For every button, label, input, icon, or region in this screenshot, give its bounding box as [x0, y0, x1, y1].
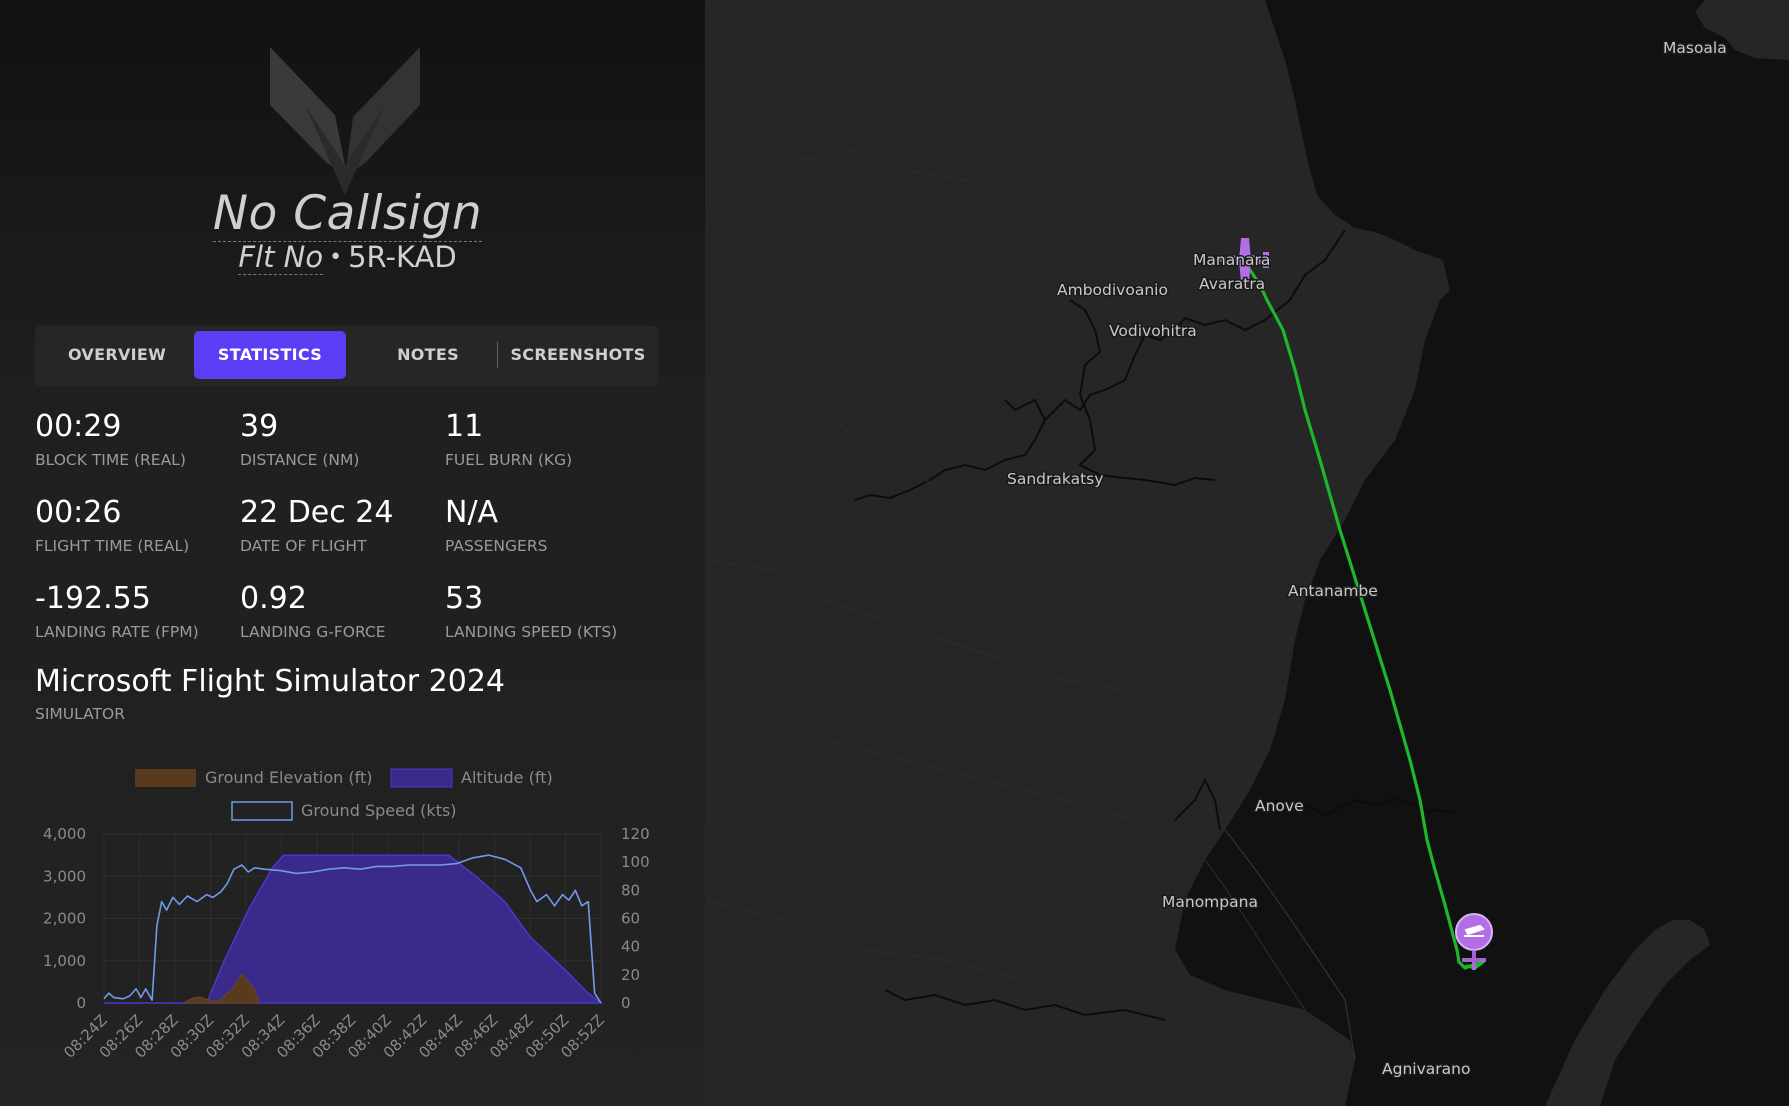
- flight-subtitle: Flt No • 5R-KAD: [0, 240, 695, 275]
- map-labels: Masoala Mananara Avaratra Ambodivoanio V…: [1006, 38, 1729, 1080]
- altitude-area: [104, 854, 604, 1004]
- stat-landing-gforce: 0.92 LANDING G-FORCE: [240, 581, 440, 642]
- faint-rivers: [705, 119, 1136, 981]
- legend-swatch-ground-speed[interactable]: [231, 801, 293, 821]
- stat-value: 00:26: [35, 495, 122, 530]
- stat-label: DISTANCE (NM): [240, 451, 360, 469]
- tab-divider: [497, 342, 498, 368]
- stat-label: LANDING G-FORCE: [240, 623, 386, 641]
- flight-number[interactable]: Flt No: [238, 240, 324, 275]
- simulator-info: Microsoft Flight Simulator 2024 SIMULATO…: [35, 664, 505, 723]
- tab-notes[interactable]: NOTES: [397, 345, 459, 364]
- tab-screenshots[interactable]: SCREENSHOTS: [510, 345, 646, 364]
- map-canvas[interactable]: Masoala Mananara Avaratra Ambodivoanio V…: [705, 0, 1789, 1106]
- label-anove: Anove: [1255, 797, 1304, 815]
- stat-flight-time: 00:26 FLIGHT TIME (REAL): [35, 495, 235, 556]
- stat-value: 22 Dec 24: [240, 495, 394, 530]
- tab-bar: OVERVIEW STATISTICS NOTES SCREENSHOTS: [35, 326, 658, 386]
- stat-value: 0.92: [240, 581, 307, 616]
- label-avaratra: Avaratra: [1199, 275, 1265, 293]
- stat-landing-speed: 53 LANDING SPEED (KTS): [445, 581, 645, 642]
- chart-legend: Ground Elevation (ft) Altitude (ft) Grou…: [135, 768, 553, 821]
- legend-label-ground-speed[interactable]: Ground Speed (kts): [301, 801, 457, 820]
- stat-label: LANDING SPEED (KTS): [445, 623, 618, 641]
- y-tick-label-right: 80: [621, 881, 640, 899]
- y-tick-label-right: 60: [621, 910, 640, 928]
- y-tick-label-right: 100: [621, 853, 650, 871]
- registration: 5R-KAD: [348, 240, 457, 274]
- label-ambodivoanio: Ambodivoanio: [1057, 281, 1168, 299]
- stat-block-time: 00:29 BLOCK TIME (REAL): [35, 409, 235, 470]
- stat-value: 53: [445, 581, 484, 616]
- legend-label-altitude[interactable]: Altitude (ft): [461, 768, 553, 787]
- tab-statistics[interactable]: STATISTICS: [194, 331, 346, 379]
- callsign[interactable]: No Callsign: [212, 186, 483, 242]
- rivers: [854, 229, 1456, 1021]
- stat-label: BLOCK TIME (REAL): [35, 451, 186, 469]
- label-masoala: Masoala: [1663, 39, 1727, 57]
- stat-distance: 39 DISTANCE (NM): [240, 409, 440, 470]
- stat-value: 39: [240, 409, 279, 444]
- stat-label: FLIGHT TIME (REAL): [35, 537, 190, 555]
- simulator-label: SIMULATOR: [35, 705, 125, 723]
- stat-passengers: N/A PASSENGERS: [445, 495, 645, 556]
- stat-value: 00:29: [35, 409, 122, 444]
- y-tick-label-right: 0: [621, 994, 631, 1012]
- y-tick-label-right: 120: [621, 825, 650, 843]
- stat-label: PASSENGERS: [445, 537, 548, 555]
- legend-swatch-ground-elevation[interactable]: [135, 769, 196, 787]
- simulator-name: Microsoft Flight Simulator 2024: [35, 664, 506, 699]
- stat-value: -192.55: [35, 581, 151, 616]
- stat-value: 11: [445, 409, 484, 444]
- label-agnivarano: Agnivarano: [1382, 1060, 1470, 1078]
- coast-shading: [1224, 829, 1356, 1061]
- coast-shading: [1204, 859, 1306, 1011]
- airline-logo: [270, 47, 420, 195]
- stat-date: 22 Dec 24 DATE OF FLIGHT: [240, 495, 440, 556]
- legend-label-ground-elevation[interactable]: Ground Elevation (ft): [205, 768, 372, 787]
- flight-profile-chart: Ground Elevation (ft) Altitude (ft) Grou…: [43, 768, 650, 1062]
- y-tick-label-left: 3,000: [43, 867, 86, 885]
- stat-label: LANDING RATE (FPM): [35, 623, 199, 641]
- arrival-marker[interactable]: [1455, 913, 1493, 951]
- stat-fuel-burn: 11 FUEL BURN (KG): [445, 409, 645, 470]
- label-vodivohitra: Vodivohitra: [1109, 322, 1197, 340]
- ground-speed-line: [103, 854, 602, 1004]
- stat-label: FUEL BURN (KG): [445, 451, 573, 469]
- flight-details-panel: No Callsign Flt No • 5R-KAD OVERVIEW STATI…: [0, 0, 705, 1106]
- label-antanambe: Antanambe: [1288, 582, 1378, 600]
- separator-dot: •: [329, 245, 343, 270]
- route-map[interactable]: Masoala Mananara Avaratra Ambodivoanio V…: [705, 0, 1789, 1106]
- flight-route[interactable]: [1231, 260, 1485, 970]
- ground-elevation-area: [183, 973, 260, 1004]
- label-sandrakatsy: Sandrakatsy: [1007, 470, 1103, 488]
- y-tick-label-left: 2,000: [43, 910, 86, 928]
- y-tick-label-left: 0: [76, 994, 86, 1012]
- label-manompana: Manompana: [1162, 893, 1258, 911]
- airport-icon[interactable]: [1462, 950, 1486, 970]
- tab-overview[interactable]: OVERVIEW: [67, 345, 167, 364]
- chart-series: [103, 854, 604, 1004]
- stat-landing-rate: -192.55 LANDING RATE (FPM): [35, 581, 235, 642]
- y-tick-label-left: 4,000: [43, 825, 86, 843]
- legend-swatch-altitude[interactable]: [390, 768, 453, 788]
- stat-label: DATE OF FLIGHT: [240, 537, 367, 555]
- peninsula: [1545, 920, 1710, 1106]
- ocean: [1165, 0, 1789, 1106]
- y-tick-label-left: 1,000: [43, 952, 86, 970]
- stat-value: N/A: [445, 495, 499, 530]
- y-tick-label-right: 40: [621, 938, 640, 956]
- y-tick-label-right: 20: [621, 966, 640, 984]
- label-mananara: Mananara: [1193, 251, 1270, 269]
- masoala-land: [1695, 0, 1789, 60]
- aircraft-icon[interactable]: [1219, 238, 1271, 282]
